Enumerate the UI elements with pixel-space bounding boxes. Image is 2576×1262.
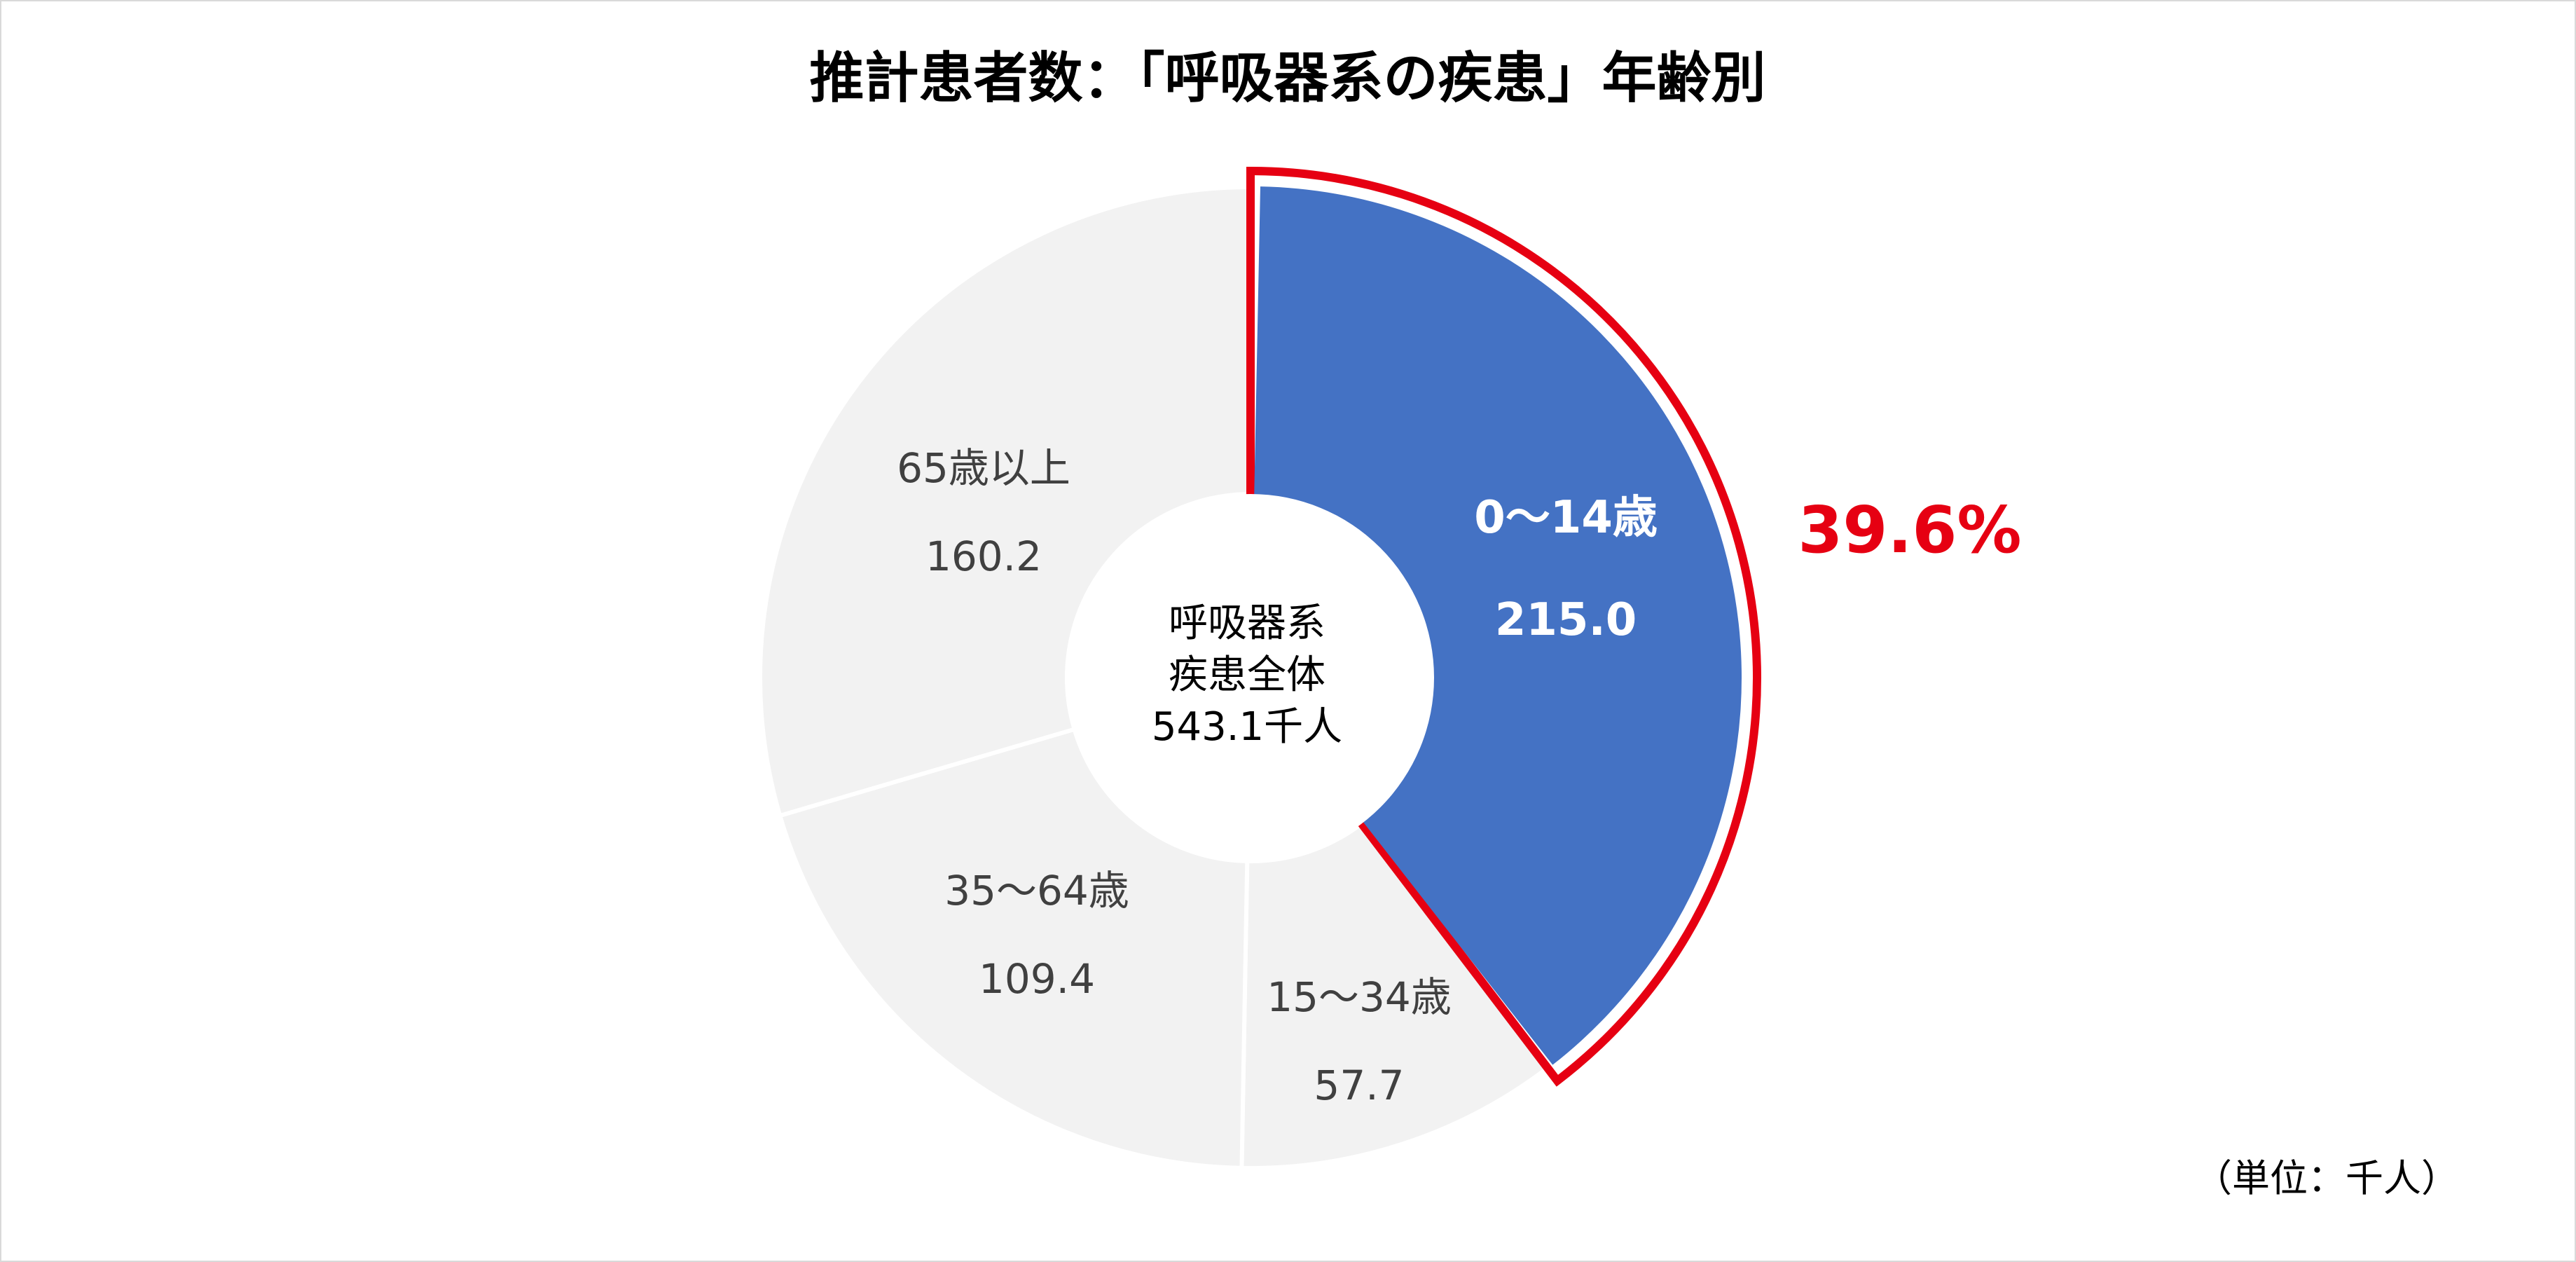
chart-title: 推計患者数：「呼吸器系の疾患」年齢別 [809, 47, 1765, 110]
slice-3-value-label: 160.2 [925, 533, 1042, 580]
unit-label: （単位：千人） [2194, 1156, 2459, 1200]
slice-2 [777, 727, 1250, 1170]
slice-3-category-label: 65歳以上 [897, 444, 1070, 492]
labels-layer: 0～14歳 215.0 15～34歳 57.7 35～64歳 109.4 65歳以上 160.… [897, 444, 1658, 1109]
center-label-total: 543.1千人 [1152, 704, 1342, 750]
slice-1-value-label: 57.7 [1314, 1062, 1404, 1109]
slice-1-category-label: 15～34歳 [1267, 973, 1452, 1021]
center-hole [1067, 494, 1434, 861]
slice-0-category-label: 0～14歳 [1474, 492, 1658, 544]
slice-0-value-label: 215.0 [1495, 594, 1637, 646]
center-label-line2: 疾患全体 [1169, 652, 1325, 698]
highlight-layer [1246, 166, 1761, 1087]
slice-2-value-label: 109.4 [979, 955, 1095, 1003]
center-label-line1: 呼吸器系 [1169, 601, 1325, 646]
highlight-percent-label: 39.6% [1798, 493, 2021, 568]
slice-3 [758, 184, 1253, 818]
slice-2-category-label: 35～64歳 [944, 867, 1129, 914]
slices-layer [758, 184, 1551, 1170]
slice-0 [1254, 186, 1742, 1065]
